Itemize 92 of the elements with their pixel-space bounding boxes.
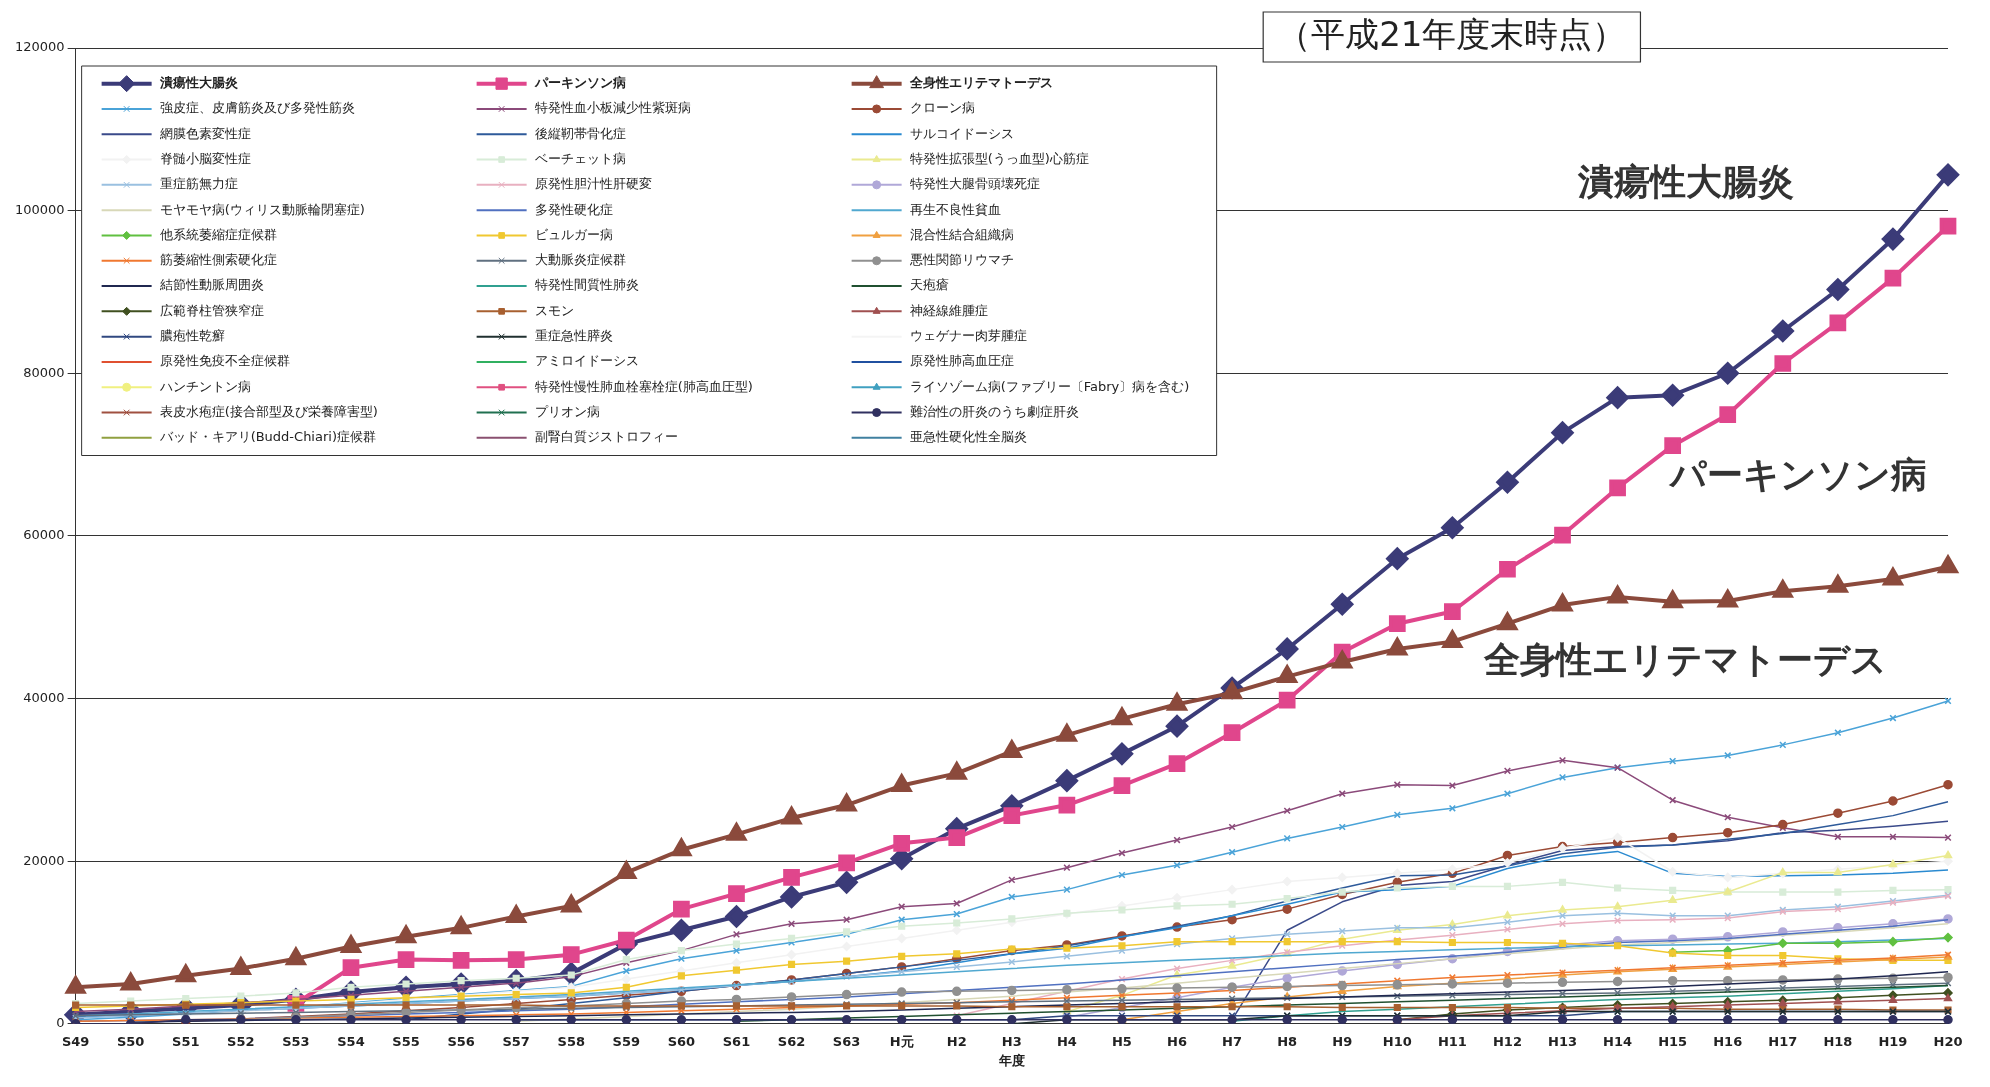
y-tick-label: 20000 (23, 852, 65, 868)
legend-label: 特発性拡張型(うっ血型)心筋症 (909, 150, 1089, 166)
legend-label: 副腎白質ジストロフィー (534, 429, 678, 445)
legend-label: 後縦靭帯骨化症 (534, 125, 626, 141)
legend-label: ウェゲナー肉芽腫症 (909, 328, 1027, 344)
legend-label: 特発性血小板減少性紫斑病 (534, 100, 691, 116)
x-tick-label: H15 (1658, 1033, 1688, 1049)
legend-label: 特発性間質性肺炎 (534, 277, 639, 293)
x-tick-label: S57 (502, 1033, 530, 1049)
legend-label: サルコイドーシス (909, 125, 1014, 141)
x-tick-label: S63 (832, 1033, 861, 1049)
legend-label: 大動脈炎症候群 (534, 252, 626, 268)
x-tick-label: H4 (1056, 1033, 1077, 1049)
x-tick-label: S51 (172, 1033, 200, 1049)
x-tick-label: H10 (1382, 1033, 1412, 1049)
legend-label: 表皮水疱症(接合部型及び栄養障害型) (159, 403, 378, 419)
x-tick-label: H18 (1823, 1033, 1853, 1049)
x-tick-label: S50 (116, 1033, 145, 1049)
x-tick-label: H11 (1437, 1033, 1467, 1049)
legend-label: ハンチントン病 (158, 378, 251, 394)
chart-title: （平成21年度末時点） (1277, 13, 1627, 54)
legend-label: 原発性胆汁性肝硬変 (534, 176, 652, 192)
legend-label: 特発性大腿骨頭壊死症 (909, 176, 1040, 192)
legend-label: ベーチェット病 (534, 150, 626, 166)
x-tick-label: H13 (1548, 1033, 1577, 1049)
x-tick-label: S56 (447, 1033, 475, 1049)
legend-label: 他系統萎縮症症候群 (159, 226, 277, 242)
x-tick-label: H元 (889, 1033, 914, 1049)
x-tick-label: S53 (282, 1033, 310, 1049)
legend-label: 混合性結合組織病 (909, 226, 1014, 242)
x-tick-label: S61 (722, 1033, 751, 1049)
legend-label: ビュルガー病 (534, 226, 613, 242)
legend-label: 潰瘍性大腸炎 (158, 75, 238, 91)
x-tick-label: S58 (557, 1033, 585, 1049)
annotation: パーキンソン病 (1667, 453, 1927, 495)
legend-label: 多発性硬化症 (534, 201, 613, 217)
annotation: 全身性エリテマトーデス (1483, 639, 1888, 681)
legend-label: 膿疱性乾癬 (159, 328, 225, 344)
x-tick-label: H2 (946, 1033, 967, 1049)
x-tick-label: S62 (777, 1033, 806, 1049)
y-tick-label: 60000 (23, 527, 65, 543)
y-tick-label: 100000 (14, 202, 65, 218)
y-tick-label: 0 (56, 1015, 65, 1031)
legend-label: 天疱瘡 (909, 277, 949, 293)
x-tick-label: S52 (227, 1033, 255, 1049)
x-tick-label: H3 (1001, 1033, 1022, 1049)
legend-label: ライソゾーム病(ファブリー〔Fabry〕病を含む) (909, 378, 1190, 394)
x-tick-label: S49 (61, 1033, 90, 1049)
legend-label: 結節性動脈周囲炎 (158, 277, 264, 293)
legend-label: 悪性関節リウマチ (908, 252, 1014, 268)
legend-label: パーキンソン病 (533, 75, 626, 91)
legend-label: 再生不良性貧血 (909, 201, 1001, 217)
x-tick-label: S60 (667, 1033, 696, 1049)
x-axis-title: 年度 (997, 1052, 1025, 1068)
legend-label: 神経線維腫症 (909, 302, 988, 318)
y-tick-label: 120000 (14, 39, 65, 55)
x-tick-label: H12 (1492, 1033, 1522, 1049)
legend-label: 全身性エリテマトーデス (908, 75, 1053, 91)
x-tick-label: H8 (1277, 1033, 1298, 1049)
legend-label: 難治性の肝炎のうち劇症肝炎 (909, 403, 1079, 419)
legend-label: 筋萎縮性側索硬化症 (159, 252, 277, 268)
x-tick-label: H5 (1111, 1033, 1132, 1049)
annotation: 潰瘍性大腸炎 (1576, 160, 1794, 202)
legend-label: 強皮症、皮膚筋炎及び多発性筋炎 (159, 100, 355, 116)
x-tick-label: H7 (1222, 1033, 1243, 1049)
legend-label: 広範脊柱管狭窄症 (159, 302, 264, 318)
legend-label: クローン病 (909, 100, 975, 116)
legend-label: モヤモヤ病(ウィリス動脈輪閉塞症) (159, 201, 365, 217)
legend-label: スモン (534, 302, 574, 318)
legend-label: プリオン病 (534, 403, 600, 419)
x-tick-label: H9 (1332, 1033, 1353, 1049)
legend-label: 脊髄小脳変性症 (159, 150, 251, 166)
legend-label: 重症急性膵炎 (534, 328, 613, 344)
x-tick-label: S54 (337, 1033, 365, 1049)
legend-label: アミロイドーシス (534, 353, 639, 369)
x-tick-label: H17 (1768, 1033, 1798, 1049)
x-tick-label: S59 (612, 1033, 641, 1049)
x-tick-label: H19 (1878, 1033, 1908, 1049)
legend-label: 原発性肺高血圧症 (909, 353, 1014, 369)
x-tick-label: S55 (392, 1033, 420, 1049)
legend-label: 重症筋無力症 (159, 176, 238, 192)
x-tick-label: H14 (1603, 1033, 1633, 1049)
legend-label: バッド・キアリ(Budd-Chiari)症候群 (158, 429, 376, 445)
x-tick-label: H6 (1167, 1033, 1187, 1049)
legend-label: 網膜色素変性症 (158, 125, 251, 141)
legend-label: 特発性慢性肺血栓塞栓症(肺高血圧型) (534, 378, 753, 394)
y-tick-label: 80000 (23, 364, 65, 380)
legend-label: 亜急性硬化性全脳炎 (909, 429, 1027, 445)
legend-label: 原発性免疫不全症候群 (159, 353, 290, 369)
x-tick-label: H16 (1713, 1033, 1743, 1049)
y-tick-label: 40000 (23, 689, 65, 705)
x-tick-label: H20 (1933, 1033, 1963, 1049)
